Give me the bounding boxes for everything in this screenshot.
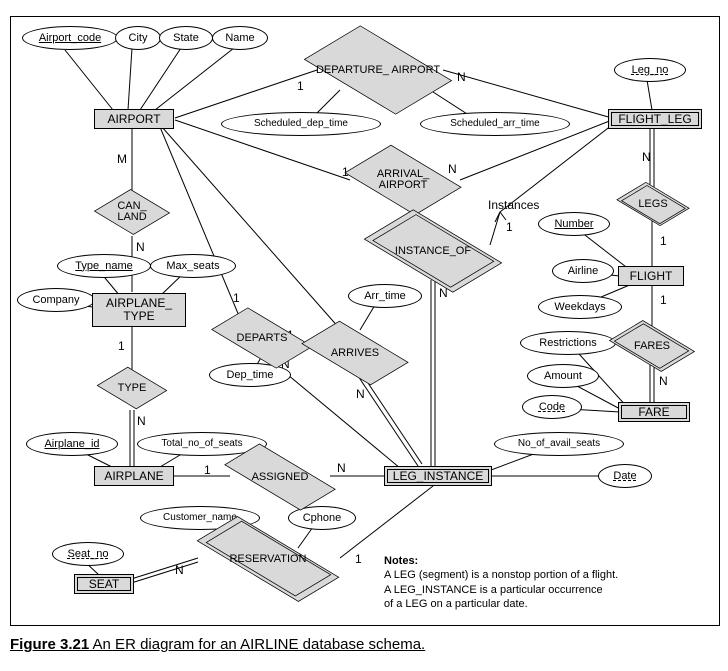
rel-fares: FARES	[615, 322, 689, 370]
rel-legs: LEGS	[622, 183, 684, 225]
entity-airport: AIRPORT	[94, 109, 174, 129]
card-assigned-n: N	[337, 461, 346, 475]
entity-airplane: AIRPLANE	[94, 466, 174, 486]
attr-leg-no: Leg_no	[614, 58, 686, 82]
card-dep-n: N	[457, 70, 466, 84]
rel-can-land: CAN_ LAND	[104, 186, 160, 238]
notes-header: Notes:	[384, 554, 704, 568]
entity-flight-leg: FLIGHT_LEG	[608, 109, 702, 129]
rel-reservation: RESERVATION	[196, 530, 340, 588]
card-type-n: N	[137, 414, 146, 428]
attr-company: Company	[17, 288, 95, 312]
card-fares-n: N	[659, 374, 668, 388]
attr-arr-time: Arr_time	[348, 284, 422, 308]
attr-state: State	[159, 26, 213, 50]
attr-airport-code: Airport_code	[22, 26, 118, 50]
card-dep-1: 1	[297, 79, 304, 93]
entity-airplane-type: AIRPLANE_ TYPE	[92, 293, 186, 327]
attr-weekdays: Weekdays	[538, 295, 622, 319]
attr-code: Code	[522, 395, 582, 419]
notes-line-2: A LEG_INSTANCE is a particular occurrenc…	[384, 583, 704, 597]
attr-max-seats: Max_seats	[150, 254, 236, 278]
rel-departure-airport: DEPARTURE_ AIRPORT	[313, 30, 443, 110]
figure-caption: Figure 3.21 An ER diagram for an AIRLINE…	[10, 636, 425, 653]
card-departs-1: 1	[233, 291, 240, 305]
rel-departs: DEPARTS	[216, 312, 308, 364]
rel-arrives: ARRIVES	[306, 326, 404, 380]
card-canland-m: M	[117, 152, 127, 166]
card-type-1: 1	[118, 339, 125, 353]
entity-flight: FLIGHT	[618, 266, 684, 286]
card-res-n: N	[175, 563, 184, 577]
card-legs-1: 1	[660, 234, 667, 248]
attr-city: City	[115, 26, 161, 50]
figure-number: Figure 3.21	[10, 636, 89, 653]
card-canland-n: N	[136, 240, 145, 254]
card-instance-1: 1	[506, 220, 513, 234]
attr-amount: Amount	[527, 364, 599, 388]
rel-instance-of: INSTANCE_OF	[370, 216, 496, 286]
attr-sched-dep: Scheduled_dep_time	[221, 112, 381, 136]
card-arrives-n: N	[356, 387, 365, 401]
card-fares-1: 1	[660, 293, 667, 307]
attr-airplane-id: Airplane_id	[26, 432, 118, 456]
notes-block: Notes: A LEG (segment) is a nonstop port…	[384, 554, 704, 611]
instances-label: Instances	[488, 198, 539, 212]
attr-seat-no: Seat_no	[52, 542, 124, 566]
attr-date: Date	[598, 464, 652, 488]
notes-line-3: of a LEG on a particular date.	[384, 597, 704, 611]
figure-text: An ER diagram for an AIRLINE database sc…	[89, 636, 425, 653]
notes-line-1: A LEG (segment) is a nonstop portion of …	[384, 568, 704, 582]
attr-avail-seats: No_of_avail_seats	[494, 432, 624, 456]
card-legs-n: N	[642, 150, 651, 164]
card-assigned-1: 1	[204, 463, 211, 477]
rel-assigned: ASSIGNED	[226, 452, 334, 502]
entity-seat: SEAT	[74, 574, 134, 594]
attr-type-name: Type_name	[57, 254, 151, 278]
attr-airline: Airline	[552, 259, 614, 283]
er-diagram: 1 N 1 N M N N 1 1 N 1 N 1 1 N N 1 N 1 N …	[0, 0, 728, 671]
attr-sched-arr: Scheduled_arr_time	[420, 112, 570, 136]
attr-restrictions: Restrictions	[520, 331, 616, 355]
rel-arrival-airport: ARRIVAL_ AIRPORT	[353, 147, 453, 213]
attr-name: Name	[212, 26, 268, 50]
rel-type: TYPE	[104, 366, 160, 410]
entity-fare: FARE	[618, 402, 690, 422]
card-res-1: 1	[355, 552, 362, 566]
entity-leg-instance: LEG_INSTANCE	[384, 466, 492, 486]
attr-number: Number	[538, 212, 610, 236]
